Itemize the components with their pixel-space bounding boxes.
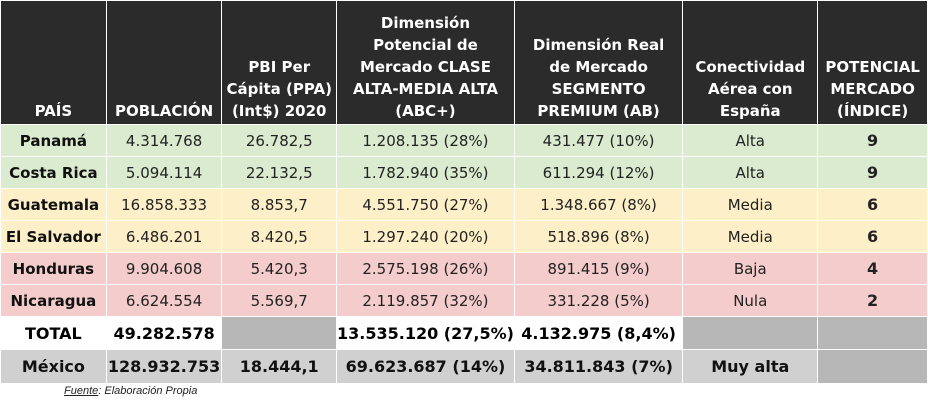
potencial-cell: 1.297.240 (20%) [336,220,515,253]
country-cell: Honduras [0,252,107,285]
indice-cell: 2 [817,284,928,317]
pbi-cell: 22.132,5 [221,156,337,189]
conectividad-cell: Alta [682,124,819,157]
indice-cell: 6 [817,220,928,253]
table-row: Costa Rica 5.094.114 22.132,5 1.782.940 … [0,156,928,189]
poblacion-cell: 16.858.333 [105,188,223,221]
empty-cell [221,316,337,350]
table-row: Honduras 9.904.608 5.420,3 2.575.198 (26… [0,252,928,285]
indice-cell: 9 [817,156,928,189]
pbi-cell: 8.420,5 [221,220,337,253]
header-pbi: PBI Per Cápita (PPA) (Int$) 2020 [221,0,337,125]
potencial-cell: 4.551.750 (27%) [336,188,515,221]
country-cell: El Salvador [0,220,107,253]
mexico-row: México 128.932.753 18.444,1 69.623.687 (… [0,349,928,384]
table-row: Guatemala 16.858.333 8.853,7 4.551.750 (… [0,188,928,221]
total-real: 4.132.975 (8,4%) [513,316,684,350]
potencial-cell: 1.782.940 (35%) [336,156,515,189]
table-row: El Salvador 6.486.201 8.420,5 1.297.240 … [0,220,928,253]
country-cell: Panamá [0,124,107,157]
mexico-conectividad: Muy alta [682,349,819,384]
poblacion-cell: 6.624.554 [105,284,223,317]
header-poblacion: POBLACIÓN [105,0,223,125]
real-cell: 518.896 (8%) [513,220,684,253]
mexico-pbi: 18.444,1 [221,349,337,384]
pbi-cell: 5.569,7 [221,284,337,317]
source-note: Fuente: Elaboración Propia [64,385,197,397]
pbi-cell: 5.420,3 [221,252,337,285]
total-row: TOTAL 49.282.578 13.535.120 (27,5%) 4.13… [0,316,928,350]
country-cell: Nicaragua [0,284,107,317]
header-pais: PAÍS [0,0,107,125]
mexico-poblacion: 128.932.753 [105,349,223,384]
poblacion-cell: 6.486.201 [105,220,223,253]
header-row: PAÍS POBLACIÓN PBI Per Cápita (PPA) (Int… [0,0,928,125]
poblacion-cell: 4.314.768 [105,124,223,157]
real-cell: 611.294 (12%) [513,156,684,189]
header-conectividad: Conectividad Aérea con España [682,0,819,125]
conectividad-cell: Nula [682,284,819,317]
potencial-cell: 2.119.857 (32%) [336,284,515,317]
conectividad-cell: Baja [682,252,819,285]
real-cell: 431.477 (10%) [513,124,684,157]
empty-cell [682,316,819,350]
header-dimension-real: Dimensión Real de Mercado SEGMENTO PREMI… [513,0,684,125]
poblacion-cell: 9.904.608 [105,252,223,285]
mexico-real: 34.811.843 (7%) [513,349,684,384]
pbi-cell: 8.853,7 [221,188,337,221]
empty-cell [817,316,928,350]
conectividad-cell: Media [682,188,819,221]
indice-cell: 6 [817,188,928,221]
indice-cell: 4 [817,252,928,285]
market-potential-table: PAÍS POBLACIÓN PBI Per Cápita (PPA) (Int… [0,0,928,384]
table-row: Nicaragua 6.624.554 5.569,7 2.119.857 (3… [0,284,928,317]
country-cell: Costa Rica [0,156,107,189]
real-cell: 891.415 (9%) [513,252,684,285]
source-text: : Elaboración Propia [98,385,198,397]
table-row: Panamá 4.314.768 26.782,5 1.208.135 (28%… [0,124,928,157]
conectividad-cell: Media [682,220,819,253]
total-poblacion: 49.282.578 [105,316,223,350]
header-potencial-indice: POTENCIAL MERCADO (ÍNDICE) [817,0,928,125]
header-dimension-potencial: Dimensión Potencial de Mercado CLASE ALT… [336,0,515,125]
total-label: TOTAL [0,316,107,350]
real-cell: 1.348.667 (8%) [513,188,684,221]
empty-cell [817,349,928,384]
mexico-label: México [0,349,107,384]
indice-cell: 9 [817,124,928,157]
real-cell: 331.228 (5%) [513,284,684,317]
mexico-potencial: 69.623.687 (14%) [336,349,515,384]
potencial-cell: 2.575.198 (26%) [336,252,515,285]
potencial-cell: 1.208.135 (28%) [336,124,515,157]
source-label: Fuente [64,385,99,397]
pbi-cell: 26.782,5 [221,124,337,157]
conectividad-cell: Alta [682,156,819,189]
total-potencial: 13.535.120 (27,5%) [336,316,515,350]
poblacion-cell: 5.094.114 [105,156,223,189]
country-cell: Guatemala [0,188,107,221]
